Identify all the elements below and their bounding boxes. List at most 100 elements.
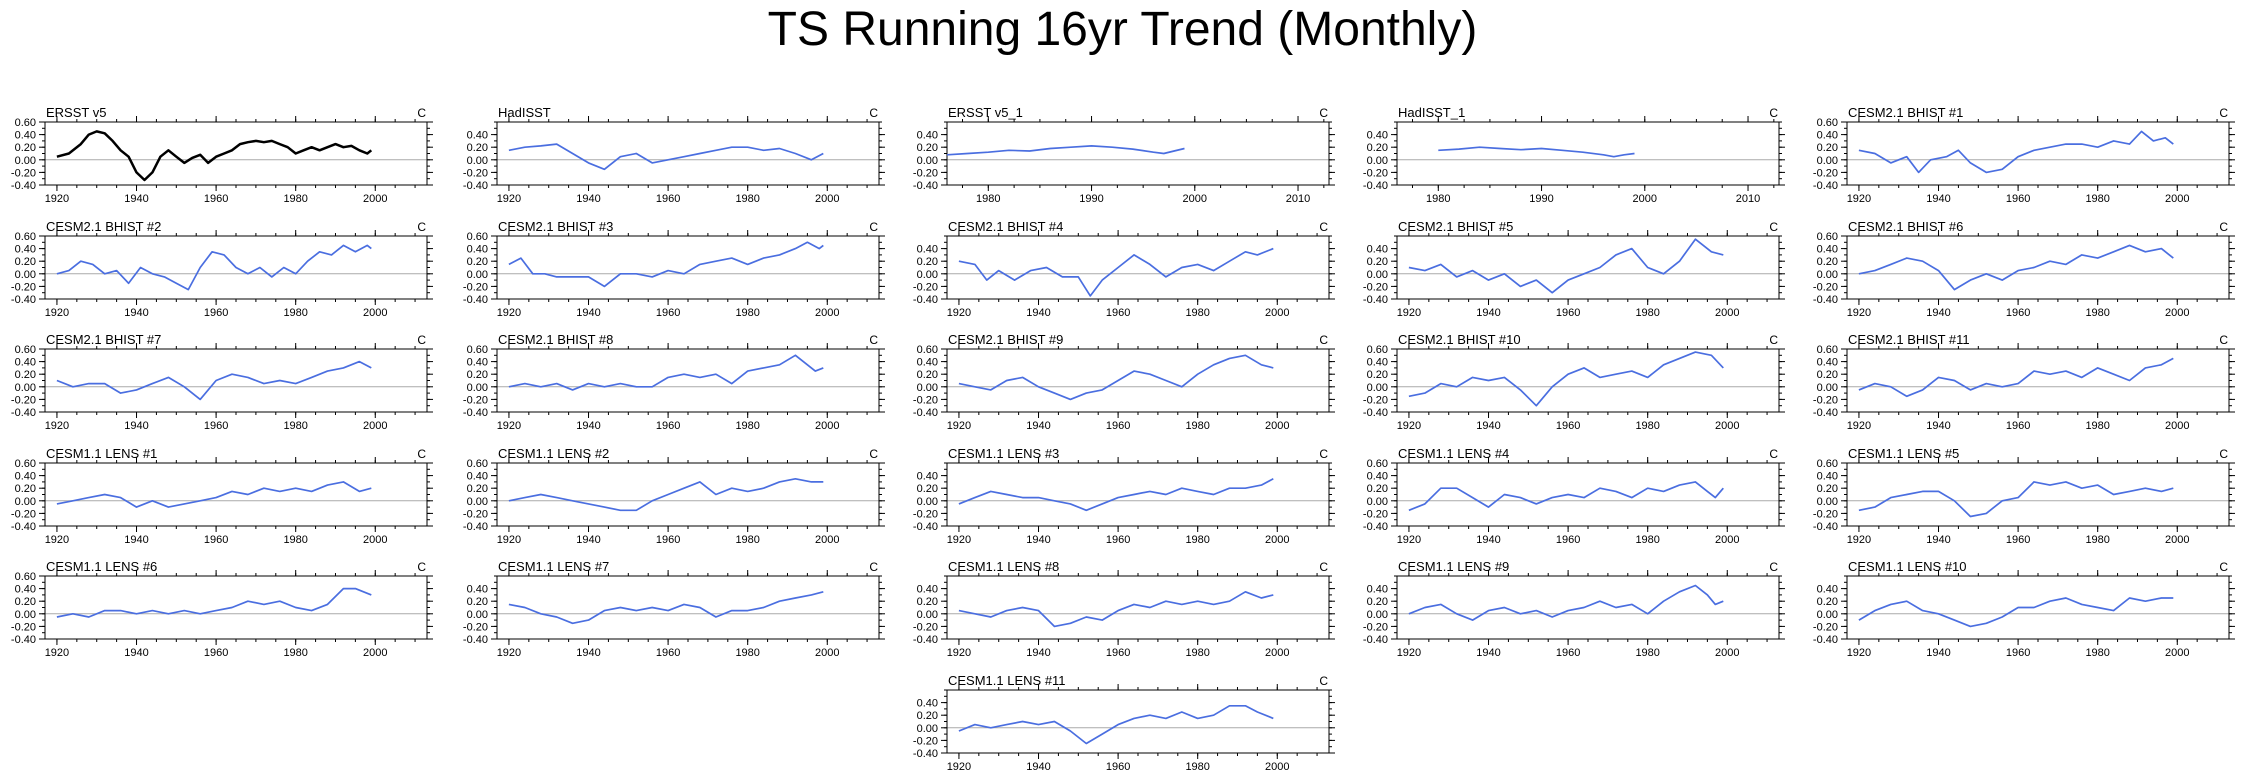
x-tick-label: 2000 [1265, 647, 1289, 659]
x-tick-label: 1940 [576, 534, 600, 546]
series-line [1408, 238, 1724, 294]
series-line [56, 130, 373, 182]
y-tick-label: 0.40 [917, 130, 938, 142]
y-tick-label: -0.40 [1363, 634, 1388, 646]
panel-title: CESM1.1 LENS #11 [948, 673, 1066, 688]
x-tick-label: 2000 [363, 307, 387, 319]
x-tick-label: 2000 [815, 307, 839, 319]
x-tick-label: 1960 [1106, 307, 1130, 319]
y-tick-label: -0.20 [463, 281, 488, 293]
panel-title: CESM2.1 BHIST #2 [46, 219, 161, 234]
y-tick-label: -0.20 [463, 394, 488, 406]
x-tick-label: 2000 [815, 534, 839, 546]
x-tick-label: 1960 [204, 307, 228, 319]
y-tick-label: 0.20 [15, 256, 36, 268]
series-line [508, 354, 824, 391]
y-tick-label: -0.40 [1363, 521, 1388, 533]
panel-units: C [2219, 333, 2228, 347]
panel-title: CESM1.1 LENS #4 [1398, 446, 1509, 461]
y-tick-label: 0.20 [1817, 596, 1838, 608]
y-tick-label: -0.40 [1813, 521, 1838, 533]
x-tick-label: 1980 [1185, 534, 1209, 546]
panel-22: CESM1.1 LENS #7 C 1920 1940 1960 1980 2000 -0.4… [463, 559, 885, 659]
series-line [56, 360, 372, 401]
series-line [958, 590, 1274, 628]
y-tick-label: 0.60 [1367, 458, 1388, 470]
x-tick-label: 1960 [1556, 647, 1580, 659]
x-tick-label: 2000 [2165, 420, 2189, 432]
y-tick-label: 0.40 [1367, 584, 1388, 596]
y-tick-label: -0.40 [1363, 407, 1388, 419]
y-tick-label: 0.60 [15, 231, 36, 243]
x-tick-label: 1980 [735, 420, 759, 432]
x-tick-label: 1940 [1476, 420, 1500, 432]
x-tick-label: 2000 [815, 647, 839, 659]
panel-units: C [1319, 674, 1328, 688]
y-tick-label: -0.20 [913, 621, 938, 633]
y-tick-label: -0.40 [463, 180, 488, 192]
y-tick-label: 0.20 [467, 369, 488, 381]
x-tick-label: 1920 [497, 420, 521, 432]
plot-frame [946, 689, 1330, 754]
panel-units: C [1769, 447, 1778, 461]
x-tick-label: 1920 [1397, 307, 1421, 319]
y-tick-label: 0.00 [917, 496, 938, 508]
panel-units: C [417, 220, 426, 234]
y-tick-label: 0.00 [1817, 155, 1838, 167]
series-line [1858, 244, 2174, 291]
y-tick-label: 0.20 [1817, 369, 1838, 381]
x-tick-label: 1940 [1476, 307, 1500, 319]
y-tick-label: 0.60 [1367, 344, 1388, 356]
y-tick-label: -0.40 [913, 407, 938, 419]
series-line [508, 477, 824, 512]
x-tick-label: 1940 [124, 534, 148, 546]
y-tick-label: 0.40 [467, 244, 488, 256]
y-tick-label: 0.40 [1817, 584, 1838, 596]
x-tick-label: 2000 [1183, 193, 1207, 205]
y-tick-label: 0.20 [917, 369, 938, 381]
y-tick-label: -0.40 [1363, 294, 1388, 306]
y-tick-label: 0.40 [1817, 130, 1838, 142]
y-tick-label: -0.40 [1813, 294, 1838, 306]
series-line [958, 247, 1274, 297]
x-tick-label: 2000 [1715, 420, 1739, 432]
y-tick-label: 0.40 [917, 584, 938, 596]
y-tick-label: 0.00 [467, 609, 488, 621]
x-tick-label: 1980 [1635, 534, 1659, 546]
y-tick-label: -0.20 [11, 621, 36, 633]
y-tick-label: 0.40 [15, 130, 36, 142]
series-line [1858, 357, 2174, 398]
y-tick-label: 0.00 [1367, 609, 1388, 621]
x-tick-label: 2000 [2165, 647, 2189, 659]
y-tick-label: 0.00 [467, 496, 488, 508]
x-tick-label: 2000 [815, 193, 839, 205]
y-tick-label: 0.00 [15, 382, 36, 394]
x-tick-label: 1920 [947, 534, 971, 546]
plot-frame [496, 348, 880, 413]
y-tick-label: -0.40 [463, 634, 488, 646]
x-tick-label: 1960 [204, 534, 228, 546]
x-tick-label: 1980 [735, 307, 759, 319]
panel-title: CESM1.1 LENS #5 [1848, 446, 1959, 461]
x-tick-label: 2000 [1265, 761, 1289, 773]
series-line [1408, 481, 1724, 512]
x-tick-label: 1980 [1185, 761, 1209, 773]
y-tick-label: 0.60 [1817, 117, 1838, 129]
panel-16: CESM1.1 LENS #1 C 1920 1940 1960 1980 2000 -0.4… [11, 446, 433, 546]
panel-title: CESM1.1 LENS #1 [46, 446, 157, 461]
y-tick-label: 0.00 [917, 269, 938, 281]
x-tick-label: 1980 [2085, 534, 2109, 546]
x-tick-label: 1980 [283, 307, 307, 319]
x-tick-label: 1980 [283, 647, 307, 659]
y-tick-label: 0.00 [15, 155, 36, 167]
y-tick-label: 0.40 [1367, 471, 1388, 483]
panel-5: CESM2.1 BHIST #1 C 1920 1940 1960 1980 2000 -0.… [1813, 105, 2235, 205]
x-tick-label: 2000 [2165, 193, 2189, 205]
x-tick-label: 2000 [2165, 307, 2189, 319]
x-tick-label: 1940 [576, 420, 600, 432]
y-tick-label: 0.20 [917, 710, 938, 722]
y-tick-label: 0.40 [15, 471, 36, 483]
y-tick-label: -0.20 [1363, 167, 1388, 179]
y-tick-label: 0.00 [1817, 609, 1838, 621]
